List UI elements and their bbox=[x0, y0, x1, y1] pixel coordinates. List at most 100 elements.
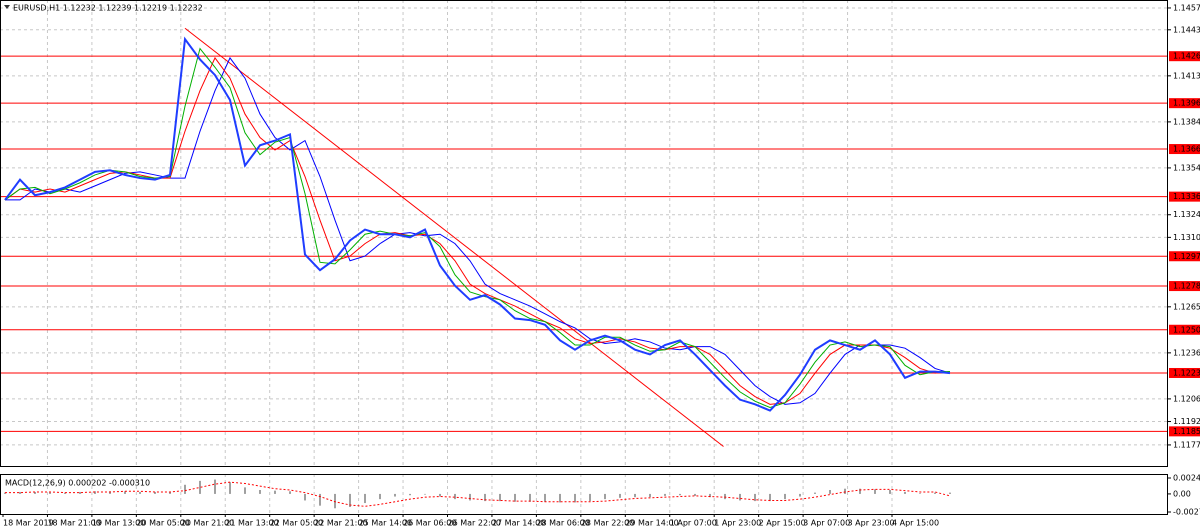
macd-bar bbox=[709, 493, 711, 498]
x-tick-label: 21 Mar 13:00 bbox=[225, 519, 278, 528]
macd-bar bbox=[844, 488, 846, 494]
macd-bar bbox=[634, 493, 636, 498]
macd-bar bbox=[889, 489, 891, 494]
macd-bar bbox=[424, 493, 426, 495]
level-label-box bbox=[1169, 281, 1200, 292]
macd-bar bbox=[814, 492, 816, 494]
x-tick-label: 1 Apr 07:00 bbox=[670, 519, 717, 528]
x-tick-label: 3 Apr 07:00 bbox=[803, 519, 850, 528]
macd-bar bbox=[649, 493, 651, 498]
macd-bar bbox=[769, 493, 771, 502]
level-label-box bbox=[1169, 324, 1200, 335]
y-tick-label: 1.14135 bbox=[1173, 71, 1200, 80]
macd-bar bbox=[799, 493, 801, 497]
grid-layer bbox=[0, 0, 1168, 514]
macd-bar bbox=[559, 493, 561, 503]
x-tick-label: 29 Mar 14:00 bbox=[625, 519, 678, 528]
x-tick-label: 26 Mar 22:00 bbox=[448, 519, 501, 528]
macd-bar bbox=[274, 490, 276, 494]
macd-bar bbox=[334, 493, 336, 509]
macd-bar bbox=[214, 479, 216, 494]
y-tick-label: 1.13245 bbox=[1173, 210, 1200, 219]
x-tick-label: 25 Mar 14:00 bbox=[359, 519, 412, 528]
level-label: 1.12508 bbox=[1173, 325, 1200, 334]
level-label-box bbox=[1169, 51, 1200, 62]
level-label-box bbox=[1169, 426, 1200, 437]
y-tick-label: 1.13545 bbox=[1173, 163, 1200, 172]
macd-bar bbox=[394, 493, 396, 497]
axis-layer: 1.14570 1.14430 1.14135 1.13840 1.13545 1.132… bbox=[2, 3, 1200, 528]
macd-bar bbox=[379, 493, 381, 500]
macd-bar bbox=[409, 493, 411, 496]
macd-bar bbox=[859, 488, 861, 494]
macd-bar bbox=[919, 493, 921, 494]
macd-signal bbox=[5, 481, 951, 507]
x-tick-label: 4 Apr 15:00 bbox=[892, 519, 939, 528]
level-label-box bbox=[1169, 367, 1200, 378]
macd-bar bbox=[724, 493, 726, 500]
data-layer bbox=[0, 27, 1168, 509]
macd-bar bbox=[784, 493, 786, 500]
x-tick-label: 28 Mar 06:00 bbox=[536, 519, 589, 528]
macd-bar bbox=[244, 487, 246, 494]
x-tick-label: 20 Mar 05:00 bbox=[136, 519, 189, 528]
macd-bar bbox=[289, 491, 291, 494]
series-line bbox=[4, 36, 951, 412]
level-label: 1.13666 bbox=[1173, 145, 1200, 154]
x-tick-label: 1 Apr 23:00 bbox=[714, 519, 761, 528]
level-label-box bbox=[1169, 251, 1200, 262]
macd-bar bbox=[139, 491, 141, 494]
macd-bar bbox=[529, 493, 531, 502]
level-label-box bbox=[1169, 98, 1200, 109]
macd-bar bbox=[484, 493, 486, 502]
macd-bar bbox=[154, 491, 156, 494]
macd-bar bbox=[694, 493, 696, 496]
macd-bar bbox=[184, 484, 186, 494]
x-tick-label: 19 Mar 13:00 bbox=[92, 519, 145, 528]
macd-bar bbox=[514, 493, 516, 502]
macd-bar bbox=[349, 493, 351, 507]
trend-line bbox=[184, 27, 724, 447]
x-tick-label: 28 Mar 22:00 bbox=[581, 519, 634, 528]
macd-bar bbox=[454, 493, 456, 500]
y-tick-label: 1.11770 bbox=[1173, 440, 1200, 449]
y-tick-label: -0.00277 bbox=[1173, 508, 1200, 517]
chart-title: EURUSD,H1 1.12232 1.12239 1.12219 1.1223… bbox=[13, 4, 203, 13]
y-tick-label: 1.13840 bbox=[1173, 117, 1200, 126]
macd-bar bbox=[4, 492, 6, 494]
level-label: 1.13960 bbox=[1173, 99, 1200, 108]
main-panel-border bbox=[0, 0, 1168, 467]
macd-bar bbox=[319, 493, 321, 506]
macd-bar bbox=[64, 492, 66, 494]
symbol-menu-icon[interactable] bbox=[4, 5, 10, 9]
x-tick-label: 22 Mar 05:00 bbox=[270, 519, 323, 528]
macd-bar bbox=[169, 491, 171, 494]
level-label-box bbox=[1169, 191, 1200, 202]
level-label: 1.12788 bbox=[1173, 282, 1200, 291]
x-tick-label: 26 Mar 06:00 bbox=[403, 519, 456, 528]
macd-bar bbox=[469, 493, 471, 501]
macd-bar bbox=[574, 493, 576, 503]
x-tick-label: 20 Mar 21:00 bbox=[181, 519, 234, 528]
macd-bar bbox=[949, 492, 951, 494]
macd-bar bbox=[664, 493, 666, 496]
macd-title: MACD(12,26,9) 0.000202 -0.000310 bbox=[5, 479, 150, 488]
y-tick-label: 1.12655 bbox=[1173, 302, 1200, 311]
macd-bar bbox=[19, 491, 21, 494]
macd-bar bbox=[49, 492, 51, 494]
macd-bar bbox=[439, 493, 441, 497]
y-tick-label: 0.002438 bbox=[1173, 474, 1200, 483]
macd-panel-border bbox=[0, 474, 1168, 515]
macd-bar bbox=[904, 491, 906, 494]
y-tick-label: 1.12360 bbox=[1173, 348, 1200, 357]
y-tick-label: 1.14570 bbox=[1173, 3, 1200, 12]
y-tick-label: 1.13100 bbox=[1173, 233, 1200, 242]
y-tick-label: 1.14430 bbox=[1173, 25, 1200, 34]
macd-bar bbox=[499, 493, 501, 502]
x-tick-label: 18 Mar 2019 bbox=[3, 519, 54, 528]
